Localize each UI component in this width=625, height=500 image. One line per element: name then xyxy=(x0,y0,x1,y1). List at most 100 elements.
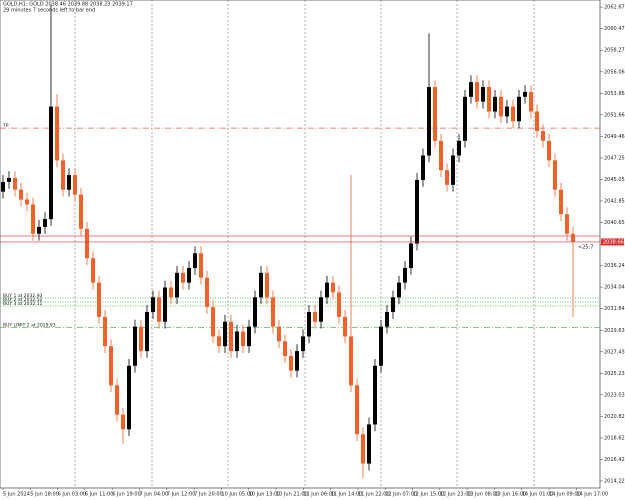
candle-body xyxy=(175,272,179,298)
x-tick-label: 13 Jun 08:00 xyxy=(467,492,499,498)
candle-body xyxy=(217,336,221,347)
candle-body xyxy=(517,96,521,122)
candle-body xyxy=(367,424,371,464)
candle-body xyxy=(559,189,563,215)
bid-tag-label: 2038.66 xyxy=(603,239,624,245)
candle-body xyxy=(397,282,401,298)
candle-body xyxy=(565,214,569,234)
candle-body xyxy=(115,385,119,415)
candle-body xyxy=(157,297,161,322)
candle-body xyxy=(547,140,551,161)
y-tick-label: 2031.84 xyxy=(604,306,625,312)
x-tick-label: 12 Jun 07:00 xyxy=(385,492,417,498)
y-tick-label: 2045.05 xyxy=(604,177,625,183)
x-tick-label: 7 Jun 12:00 xyxy=(167,492,196,498)
candle-body xyxy=(199,253,203,278)
candle-body xyxy=(451,155,455,185)
x-tick-label: 10 Jun 05:00 xyxy=(221,492,253,498)
candle-body xyxy=(163,287,167,322)
candle-body xyxy=(373,365,377,425)
x-tick-label: 5 Jun 18:00 xyxy=(30,492,59,498)
x-tick-label: 7 Jun 04:00 xyxy=(140,492,169,498)
day-separators xyxy=(74,0,535,488)
candle-body xyxy=(13,177,17,190)
candle-body xyxy=(439,140,443,171)
candle-body xyxy=(313,311,317,322)
candle-body xyxy=(103,316,107,347)
y-tick-label: 2029.63 xyxy=(604,328,625,334)
candle-body xyxy=(415,179,419,244)
candle-body xyxy=(295,351,299,371)
y-tick-label: 2047.25 xyxy=(604,155,625,161)
candle-body xyxy=(331,282,335,293)
candle-body xyxy=(67,175,71,190)
candle-body xyxy=(109,346,113,386)
y-tick-label: 2049.46 xyxy=(604,134,625,140)
candle-body xyxy=(259,272,263,298)
candle-body xyxy=(181,272,185,283)
candle-body xyxy=(193,253,197,268)
candle-body xyxy=(79,194,83,229)
candle-body xyxy=(7,177,11,182)
candle-body xyxy=(211,307,215,337)
candle-body xyxy=(73,175,77,195)
candle-body xyxy=(307,311,311,337)
candle-body xyxy=(571,233,575,242)
x-tick-label: 11 Jun 14:00 xyxy=(331,492,363,498)
candle-body xyxy=(553,160,557,190)
candle-body xyxy=(427,87,431,156)
candle-body xyxy=(145,311,149,352)
candle-body xyxy=(277,326,281,342)
candle-body xyxy=(241,331,245,347)
candle-body xyxy=(49,106,53,220)
x-tick-label: 14 Jun 17:00 xyxy=(576,492,608,498)
y-tick-label: 2025.23 xyxy=(604,371,625,377)
candle-body xyxy=(319,297,323,322)
candle-body xyxy=(19,189,23,200)
x-tick-label: 11 Jun 22:00 xyxy=(358,492,390,498)
x-tick-label: 6 Jun 19:00 xyxy=(112,492,141,498)
candle-body xyxy=(61,160,65,190)
candle-body xyxy=(361,434,365,464)
candle-body xyxy=(421,155,425,180)
candle-body xyxy=(187,267,191,283)
x-tick-label: 6 Jun 03:00 xyxy=(58,492,87,498)
bid-tag xyxy=(601,238,624,246)
y-tick-label: 2020.82 xyxy=(604,414,625,420)
candle-body xyxy=(403,267,407,283)
x-tick-label: 11 Jun 06:00 xyxy=(303,492,335,498)
candle-body xyxy=(121,414,125,430)
y-tick-label: 2023.03 xyxy=(604,392,625,398)
candle-body xyxy=(505,106,509,117)
candle-body xyxy=(283,341,287,356)
y-tick-label: 2060.47 xyxy=(604,26,625,32)
candle-body xyxy=(55,106,59,161)
candle-body xyxy=(289,355,293,371)
chart-subtitle: 29 minutes 7 seconds left to bar end xyxy=(3,8,95,14)
y-tick-label: 2053.86 xyxy=(604,91,625,97)
candle-body xyxy=(349,336,353,386)
candle-body xyxy=(535,111,539,132)
countdown: <25:7 xyxy=(578,244,593,250)
candle-body xyxy=(223,321,227,347)
candle-body xyxy=(1,181,5,192)
candle-body xyxy=(169,287,173,298)
x-tick-label: 13 Jun 16:00 xyxy=(494,492,526,498)
candle-body xyxy=(325,282,329,298)
chart-title: GOLD,H1: GOLD 2038.46 2039.88 2038.23 20… xyxy=(3,2,133,8)
candle-body xyxy=(91,258,95,283)
y-tick-label: 2014.22 xyxy=(604,478,625,484)
x-tick-label: 10 Jun 21:00 xyxy=(276,492,308,498)
candle-body xyxy=(235,331,239,352)
y-tick-label: 2040.65 xyxy=(604,220,625,226)
candle-body xyxy=(481,87,485,102)
y-tick-label: 2056.06 xyxy=(604,69,625,75)
candle-body xyxy=(133,326,137,366)
candle-body xyxy=(433,87,437,141)
candle-body xyxy=(391,297,395,312)
candle-body xyxy=(25,199,29,205)
candle-body xyxy=(205,277,209,308)
y-tick-label: 2018.62 xyxy=(604,435,625,441)
x-tick-label: 12 Jun 15:00 xyxy=(413,492,445,498)
